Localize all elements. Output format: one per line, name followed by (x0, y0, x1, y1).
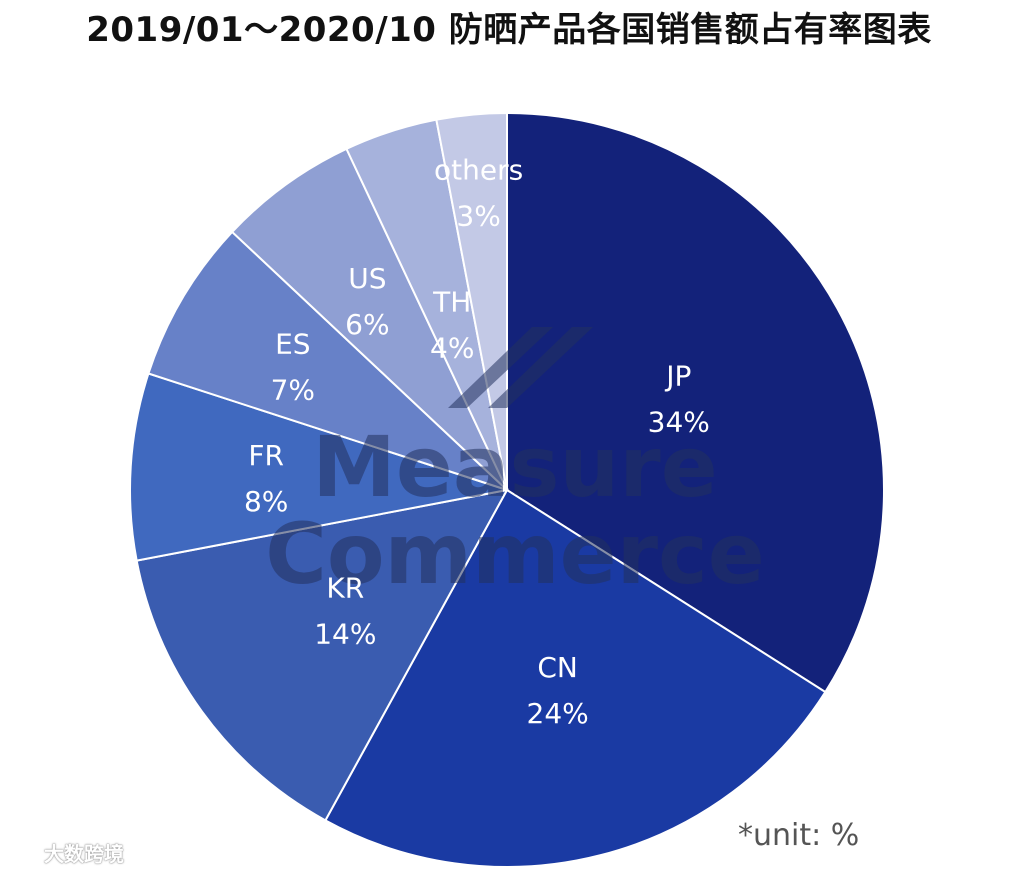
pie-slice-es (147, 230, 508, 491)
slice-label-cn: CN (537, 651, 578, 684)
slice-label-kr: KR (326, 571, 364, 604)
watermark-logo-stripe-1 (448, 327, 553, 408)
pie-slice-jp (506, 111, 885, 694)
slice-value-others: 3% (456, 200, 500, 233)
slice-value-kr: 14% (314, 617, 376, 650)
slice-label-us: US (348, 262, 386, 295)
slice-value-fr: 8% (244, 485, 288, 518)
slice-value-jp: 34% (648, 406, 710, 439)
slice-label-th: TH (432, 285, 471, 318)
pie-labels: JP 34% CN 24% KR 14% FR 8% ES 7% US 6% TH 4% others 3% (244, 154, 710, 730)
slice-value-cn: 24% (527, 697, 589, 730)
pie-slices (129, 111, 885, 869)
slice-label-jp: JP (664, 360, 691, 393)
slice-label-es: ES (275, 327, 310, 360)
slice-value-es: 7% (271, 373, 315, 406)
pie-slice-fr (129, 372, 508, 562)
pie-slice-cn (324, 488, 827, 869)
pie-slice-others (435, 111, 508, 491)
chart-title: 2019/01～2020/10 防晒产品各国销售额占有率图表 (86, 10, 932, 50)
logo-icon (8, 840, 40, 865)
watermark: Measure Commerce (265, 327, 765, 603)
slice-value-us: 6% (345, 308, 389, 341)
slice-label-others: others (434, 154, 523, 187)
watermark-logo-stripe-2 (488, 327, 593, 408)
footer-logo: 大数跨境 (8, 838, 124, 867)
pie-slice-us (230, 147, 508, 491)
footer-logo-text: 大数跨境 (44, 842, 124, 866)
watermark-line2: Commerce (265, 505, 765, 603)
pie-slice-kr (135, 488, 509, 822)
slice-value-th: 4% (430, 331, 474, 364)
slice-label-fr: FR (248, 439, 284, 472)
watermark-line1: Measure (312, 418, 717, 516)
unit-note: *unit: % (738, 818, 860, 853)
